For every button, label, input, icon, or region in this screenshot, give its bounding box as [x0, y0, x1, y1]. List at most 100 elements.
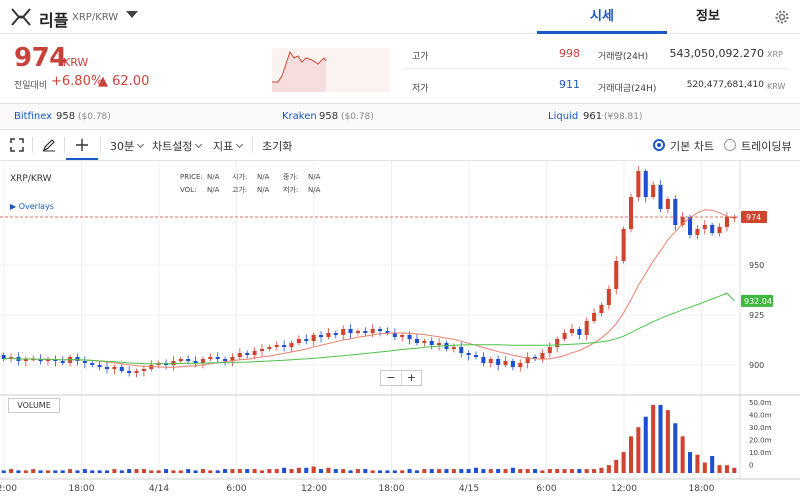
- overlays-toggle[interactable]: ▶ Overlays: [10, 202, 54, 211]
- volume-toggle-button[interactable]: VOLUME: [8, 398, 60, 413]
- candle-up: [112, 367, 117, 369]
- chart-settings-label: 차트설정: [152, 140, 193, 153]
- change-label: 전일대비: [14, 81, 48, 91]
- volume-bar: [9, 469, 14, 473]
- info-vol-label: VOL:: [180, 186, 196, 194]
- candle-down: [82, 361, 87, 363]
- candle-up: [621, 229, 626, 261]
- candle-down: [223, 359, 228, 361]
- fullscreen-icon[interactable]: [10, 138, 24, 152]
- exchange-name[interactable]: Kraken: [282, 111, 317, 122]
- candle-up: [208, 357, 213, 359]
- crosshair-icon[interactable]: [75, 138, 89, 152]
- volume-bar: [533, 469, 538, 473]
- candle-down: [673, 199, 678, 225]
- chart-toolbar: 30분 차트설정 지표 초기화 기본 차트 트레이딩뷰: [0, 130, 800, 161]
- candle-up: [451, 347, 456, 349]
- info-vol-value: N/A: [207, 186, 220, 194]
- tab-price[interactable]: 시세: [537, 0, 667, 34]
- volume-bar: [643, 416, 648, 473]
- candle-down: [90, 363, 95, 365]
- volume-bar: [223, 469, 228, 473]
- x-tick-label: 4/15: [459, 484, 479, 494]
- chevron-down-icon: [195, 140, 203, 149]
- volume-bar: [319, 469, 324, 473]
- chart-settings-menu[interactable]: 차트설정: [152, 138, 203, 154]
- volume-bar: [237, 469, 242, 473]
- coin-dropdown-icon[interactable]: [126, 11, 138, 18]
- candle-up: [178, 359, 183, 361]
- tab-info[interactable]: 정보: [696, 9, 720, 24]
- basic-chart-label[interactable]: 기본 차트: [670, 140, 714, 153]
- x-axis-ticks: 12:00 18:00 4/14 6:00 12:00 18:00 4/15 6:00 12:0…: [0, 484, 715, 494]
- basic-chart-radio[interactable]: [653, 139, 665, 151]
- candle-up: [400, 335, 405, 337]
- volume-bar: [311, 466, 316, 473]
- indicators-menu[interactable]: 지표: [213, 138, 244, 154]
- volume-bar: [119, 470, 124, 473]
- volume-bar: [555, 469, 560, 473]
- last-price-tag: 974: [741, 211, 767, 223]
- candle-down: [319, 335, 324, 337]
- volume-bar: [562, 469, 567, 473]
- volume-bar: [680, 436, 685, 473]
- volume-bar: [97, 470, 102, 473]
- toolbar-divider: [252, 137, 253, 153]
- volume-bar: [606, 465, 611, 473]
- candlesticks: [1, 166, 737, 378]
- volume-bar: [688, 452, 693, 473]
- tradingview-radio[interactable]: [724, 139, 736, 151]
- candle-up: [311, 335, 316, 341]
- tradingview-label[interactable]: 트레이딩뷰: [741, 140, 792, 153]
- xrp-logo-icon: [11, 8, 31, 26]
- candle-up: [540, 353, 545, 359]
- volume-bar: [296, 467, 301, 473]
- active-tool-indicator: [66, 158, 98, 160]
- volume-bar: [245, 469, 250, 473]
- header: 리플 XRP/KRW 시세 정보: [0, 0, 800, 34]
- volume-bar: [525, 469, 530, 473]
- x-tick-label: 6:00: [536, 484, 556, 494]
- candle-up: [355, 331, 360, 333]
- indicators-label: 지표: [213, 140, 234, 153]
- volume-bar: [437, 469, 442, 473]
- volume-bar: [378, 470, 383, 473]
- price-chart[interactable]: 900 925 950 50.0m 40.0m 30.0m 20.0m 10.0m 0 12:…: [0, 161, 800, 501]
- candle-down: [429, 341, 434, 345]
- candle-down: [481, 357, 486, 363]
- volume-bar: [38, 470, 43, 473]
- volume-bar: [82, 469, 87, 473]
- volume-bar: [171, 470, 176, 473]
- volume-bar: [459, 469, 464, 473]
- volume-bar: [614, 459, 619, 473]
- candle-down: [658, 185, 663, 209]
- info-price-value: N/A: [207, 173, 220, 181]
- candle-up: [134, 371, 139, 373]
- gear-icon[interactable]: [773, 8, 791, 26]
- candle-down: [385, 331, 390, 333]
- volume-bar: [304, 467, 309, 473]
- candle-up: [518, 363, 523, 367]
- candle-down: [119, 367, 124, 371]
- exchange-name[interactable]: Bitfinex: [14, 111, 53, 122]
- zoom-in-button[interactable]: +: [401, 371, 421, 385]
- amount-24h-label: 거래대금(24H): [598, 84, 657, 94]
- volume-24h-label: 거래량(24H): [598, 52, 649, 62]
- volume-bar: [407, 469, 412, 473]
- price-panel: 974 KRW 전일대비 +6.80% ▲ 62.00 고가 998 거래량(2…: [0, 34, 800, 104]
- candle-up: [171, 361, 176, 365]
- candle-up: [525, 357, 530, 363]
- candle-up: [665, 199, 670, 209]
- candle-up: [732, 217, 737, 219]
- volume-bar: [496, 469, 501, 473]
- volume-bar: [127, 469, 132, 473]
- info-low-label: 저가:: [283, 185, 298, 194]
- volume-bar: [141, 469, 146, 473]
- interval-select[interactable]: 30분: [110, 138, 145, 154]
- exchange-name[interactable]: Liquid: [548, 111, 579, 122]
- volume-bar: [592, 469, 597, 473]
- zoom-out-button[interactable]: −: [386, 371, 396, 384]
- pencil-icon[interactable]: [42, 138, 56, 152]
- reset-button[interactable]: 초기화: [262, 140, 293, 153]
- volume-bar: [658, 404, 663, 473]
